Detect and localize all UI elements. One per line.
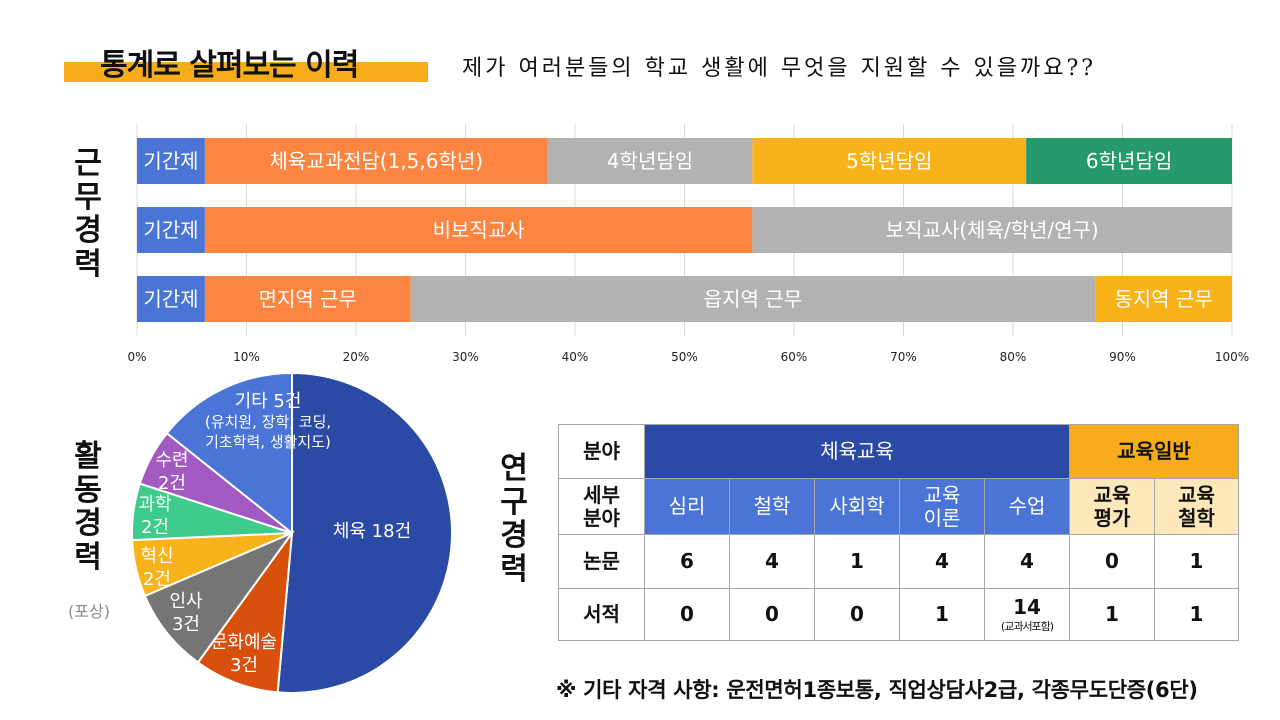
bar-segment-label: 비보직교사 <box>433 218 525 242</box>
bar-segment <box>204 138 548 184</box>
table-group-pe: 체육교육 <box>644 424 1070 479</box>
table-group-header-row: 분야 체육교육 교육일반 <box>558 424 1240 479</box>
table-row: 서적 0 0 0 1 14 (교과서포함) 1 1 <box>558 588 1240 641</box>
bar-segment-label: 읍지역 근무 <box>704 287 802 311</box>
table-cell: 1 <box>814 534 900 589</box>
bar-segment-label: 기간제 <box>143 287 198 311</box>
work-history-label: 근 무 경 력 <box>74 146 102 282</box>
bar-tick-label: 70% <box>890 350 917 364</box>
bar-segment-label: 기간제 <box>143 149 198 173</box>
title-highlight <box>64 62 428 82</box>
table-row-label: 논문 <box>558 534 645 589</box>
research-history-label: 연 구 경 력 <box>500 451 528 587</box>
bar-segment <box>204 276 411 322</box>
table-cell: 1 <box>1069 588 1155 641</box>
pie-slice-label: 수련 <box>155 450 188 471</box>
bar-segment <box>137 207 205 253</box>
bar-segment <box>1095 276 1232 322</box>
table-row-label: 서적 <box>558 588 645 641</box>
table-col-header: 심리 <box>644 478 730 535</box>
research-table: 분야 체육교육 교육일반 세부 분야 심리 철학 사회학 교육 이론 수업 교육 평가… <box>558 424 1240 641</box>
table-subheader-row: 세부 분야 심리 철학 사회학 교육 이론 수업 교육 평가 교육 철학 <box>558 478 1240 535</box>
table-cell: 1 <box>899 588 985 641</box>
bar-tick-label: 60% <box>781 350 808 364</box>
bar-segment-label: 4학년담임 <box>607 149 693 173</box>
bar-tick-label: 50% <box>671 350 698 364</box>
bar-segment-label: 동지역 근무 <box>1114 287 1212 311</box>
footnote: ※ 기타 자격 사항: 운전면허1종보통, 직업상담사2급, 각종무도단증(6단… <box>556 678 1198 702</box>
pie-slice-label: 혁신 <box>140 546 173 567</box>
table-group-general: 교육일반 <box>1068 424 1240 479</box>
bar-segment-label: 면지역 근무 <box>259 287 357 311</box>
title-block: 통계로 살펴보는 이력 <box>64 38 428 86</box>
bar-segment <box>410 276 1096 322</box>
pie-slice-label: 과학 <box>138 494 171 515</box>
bar-segment <box>1026 138 1232 184</box>
pie-slice-label: 기타 5건 <box>235 391 302 412</box>
bar-tick-label: 20% <box>343 350 370 364</box>
pie-slice <box>165 372 293 536</box>
bar-segment-label: 보직교사(체육/학년/연구) <box>886 218 1099 242</box>
pie-slice-label: 3건 <box>230 655 258 676</box>
pie-slice-label: 3건 <box>172 614 200 635</box>
table-col-header: 철학 <box>729 478 815 535</box>
table-cell: 0 <box>644 588 730 641</box>
pie-slice-label: 체육 18건 <box>333 521 411 542</box>
table-row: 논문 6 4 1 4 4 0 1 <box>558 534 1240 589</box>
pie-slice-label: 인사 <box>169 591 203 612</box>
table-cell: 0 <box>814 588 900 641</box>
bar-tick-label: 10% <box>233 350 260 364</box>
bar-tick-label: 30% <box>452 350 479 364</box>
tagline: 제가 여러분들의 학교 생활에 무엇을 지원할 수 있을까요?? <box>462 56 1097 81</box>
bar-tick-label: 80% <box>1000 350 1027 364</box>
table-header-field: 분야 <box>558 424 645 479</box>
table-cell: 0 <box>729 588 815 641</box>
pie-slice-label: 2건 <box>141 517 169 538</box>
table-col-header: 교육 이론 <box>899 478 985 535</box>
bar-segment-label: 6학년담임 <box>1086 149 1172 173</box>
pie-slice-label: 2건 <box>143 569 171 590</box>
bar-segment <box>204 207 753 253</box>
pie-slice <box>143 530 295 664</box>
pie-slice-label: (유치원, 장학, 코딩, <box>205 413 331 431</box>
bar-segment <box>547 138 753 184</box>
bar-segment-label: 5학년담임 <box>846 149 932 173</box>
bar-segment <box>137 276 205 322</box>
table-cell: 1 <box>1153 588 1240 641</box>
activity-history-label: 활 동 경 력 <box>74 439 102 575</box>
table-col-header: 사회학 <box>814 478 900 535</box>
pie-slice-label: 문화예술 <box>211 632 277 653</box>
table-col-header: 수업 <box>984 478 1070 535</box>
bar-segment-label: 기간제 <box>143 218 198 242</box>
table-cell: 1 <box>1153 534 1240 589</box>
table-cell: 4 <box>899 534 985 589</box>
pie-slice-label: 기초학력, 생활지도) <box>205 433 331 451</box>
table-cell: 4 <box>729 534 815 589</box>
activity-sub-label: (포상) <box>68 602 110 621</box>
bar-tick-label: 0% <box>127 350 146 364</box>
work-history-bar-chart: 0% 10% 20% 30% 40% 50% 60% 70% 80% 90% 100% 기간제 체육교과… <box>127 124 1249 364</box>
table-col-header: 교육 평가 <box>1069 478 1155 535</box>
bar-segment-label: 체육교과전담(1,5,6학년) <box>269 149 483 173</box>
pie-slice <box>196 529 294 694</box>
bar-segment <box>752 207 1232 253</box>
table-header-subfield: 세부 분야 <box>558 478 645 535</box>
table-cell: 14 (교과서포함) <box>984 588 1070 641</box>
page-title: 통계로 살펴보는 이력 <box>100 48 359 83</box>
bar-tick-label: 90% <box>1109 350 1136 364</box>
table-cell-note: (교과서포함) <box>1000 619 1054 633</box>
table-cell: 6 <box>644 534 730 589</box>
table-col-header: 교육 철학 <box>1153 478 1240 535</box>
pie-slice-label: 2건 <box>158 473 186 494</box>
bar-segment <box>137 138 205 184</box>
bar-segment <box>752 138 1027 184</box>
table-cell: 4 <box>984 534 1070 589</box>
table-cell: 0 <box>1069 534 1155 589</box>
bar-tick-label: 100% <box>1215 350 1249 364</box>
bar-tick-label: 40% <box>562 350 589 364</box>
pie-slice <box>276 372 453 694</box>
